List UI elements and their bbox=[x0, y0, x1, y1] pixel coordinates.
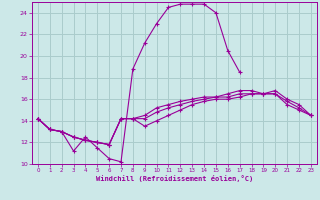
X-axis label: Windchill (Refroidissement éolien,°C): Windchill (Refroidissement éolien,°C) bbox=[96, 175, 253, 182]
